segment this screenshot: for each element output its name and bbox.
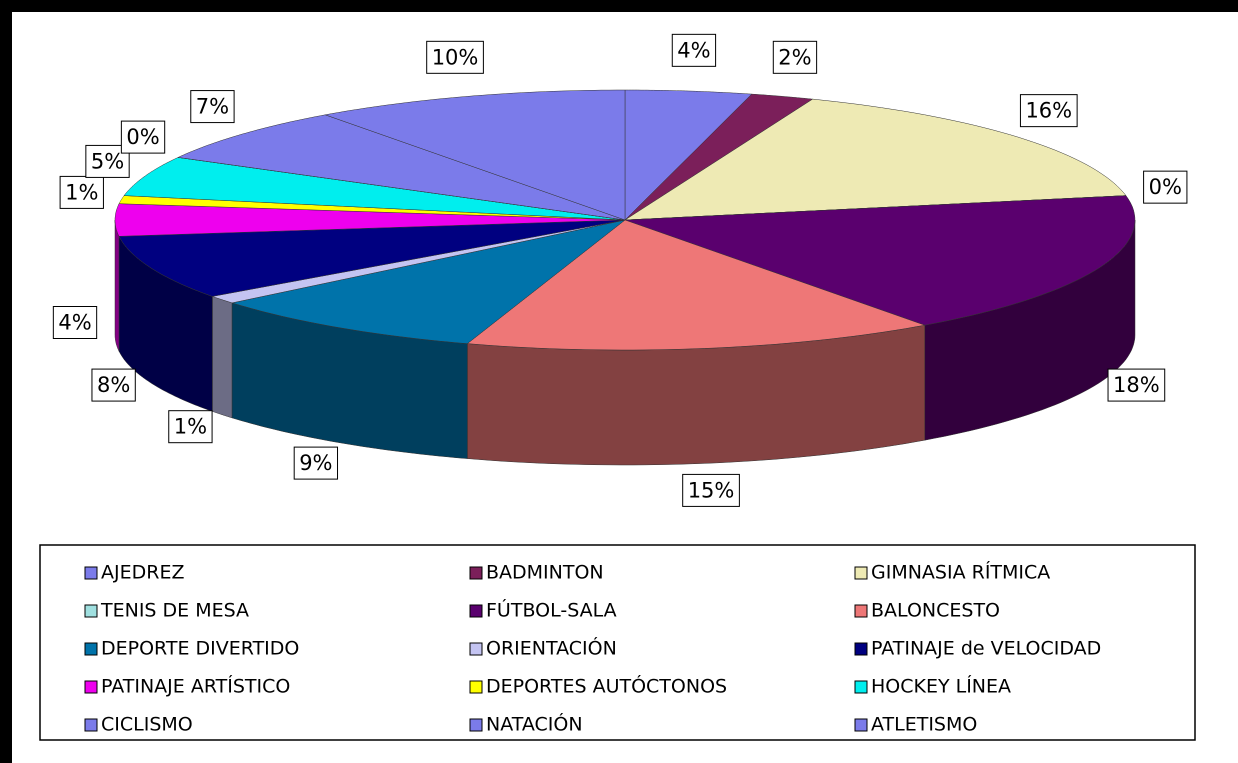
data-label: 15% xyxy=(688,478,735,502)
frame-top xyxy=(0,0,1238,12)
legend-label: ATLETISMO xyxy=(871,714,977,736)
legend-label: BALONCESTO xyxy=(871,600,1000,622)
data-label: 16% xyxy=(1025,99,1072,123)
data-label: 1% xyxy=(174,415,207,439)
data-label-box xyxy=(1019,94,1078,128)
slice-side xyxy=(212,296,233,419)
data-label: 8% xyxy=(97,373,130,397)
legend-label: ORIENTACIÓN xyxy=(486,636,617,660)
data-label-box xyxy=(682,473,740,507)
data-label-box xyxy=(190,90,235,124)
legend-label: FÚTBOL-SALA xyxy=(486,598,617,622)
data-label-box xyxy=(168,410,213,444)
data-label-box xyxy=(426,40,484,74)
data-label-box xyxy=(772,40,818,74)
legend-swatch xyxy=(84,718,98,732)
legend-swatch xyxy=(854,642,868,656)
data-label-box xyxy=(1143,170,1188,204)
data-label: 5% xyxy=(91,149,124,173)
data-label-box xyxy=(59,175,104,209)
slice xyxy=(231,219,626,344)
slice xyxy=(624,98,1127,221)
legend-swatch xyxy=(469,680,483,694)
slice xyxy=(466,219,926,351)
legend-swatch xyxy=(84,604,98,618)
legend-box xyxy=(39,544,1196,741)
slice xyxy=(177,114,626,221)
legend-swatch xyxy=(854,680,868,694)
data-label-box xyxy=(1107,368,1166,402)
slice xyxy=(624,93,814,221)
slice xyxy=(123,157,626,221)
data-label: 2% xyxy=(778,45,811,69)
legend-swatch xyxy=(469,604,483,618)
legend-label: HOCKEY LÍNEA xyxy=(871,675,1011,698)
data-label: 1% xyxy=(65,180,98,204)
legend-label: DEPORTES AUTÓCTONOS xyxy=(486,674,727,698)
data-label: 4% xyxy=(58,311,91,335)
data-label: 0% xyxy=(126,125,159,149)
data-label: 9% xyxy=(299,451,332,475)
legend-swatch xyxy=(469,566,483,580)
data-label: 10% xyxy=(432,45,479,69)
data-label-box xyxy=(293,446,339,480)
data-label-box xyxy=(91,368,136,402)
data-label: 4% xyxy=(677,38,710,62)
legend-swatch xyxy=(469,718,483,732)
data-label-box xyxy=(120,120,166,154)
legend-swatch xyxy=(84,642,98,656)
slice xyxy=(324,89,626,221)
legend-swatch xyxy=(854,566,868,580)
data-label: 18% xyxy=(1113,373,1160,397)
legend-swatch xyxy=(854,604,868,618)
legend-label: DEPORTE DIVERTIDO xyxy=(101,638,299,660)
legend-label: AJEDREZ xyxy=(101,562,184,584)
slice xyxy=(211,219,626,304)
slice xyxy=(114,203,626,237)
slice xyxy=(624,195,1136,326)
legend-swatch xyxy=(854,718,868,732)
legend-swatch xyxy=(469,642,483,656)
frame-left xyxy=(0,0,12,763)
legend-label: PATINAJE de VELOCIDAD xyxy=(871,638,1101,660)
legend-label: TENIS DE MESA xyxy=(100,600,249,622)
legend-label: NATACIÓN xyxy=(486,712,583,736)
legend-label: PATINAJE ARTÍSTICO xyxy=(101,675,290,698)
data-label-box xyxy=(52,306,98,339)
legend-label: CICLISMO xyxy=(101,714,193,736)
slice xyxy=(118,219,626,297)
data-label: 7% xyxy=(196,95,229,119)
data-label-box xyxy=(671,33,717,67)
legend-label: BADMINTON xyxy=(486,562,604,584)
legend-swatch xyxy=(84,566,98,580)
data-label: 0% xyxy=(1149,175,1182,199)
legend-label: GIMNASIA RÍTMICA xyxy=(871,561,1050,584)
slice-side xyxy=(114,220,120,352)
slice xyxy=(624,89,753,221)
legend-swatch xyxy=(84,680,98,694)
